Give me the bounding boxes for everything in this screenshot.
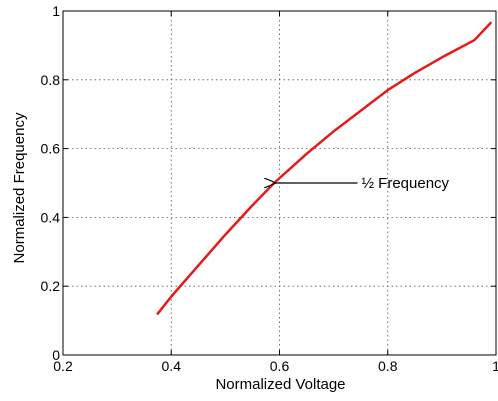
annotation-layer: ½ Frequency	[276, 175, 450, 192]
y-tick-label: 0.4	[41, 209, 61, 225]
x-tick-label: 0.8	[378, 358, 398, 374]
x-tick-label: 0.4	[162, 358, 182, 374]
series-layer	[156, 21, 492, 315]
series-line	[156, 21, 492, 315]
y-tick-label: 0.8	[41, 72, 61, 88]
y-tick-label: 1	[52, 3, 60, 19]
x-tick-label: 0.6	[270, 358, 290, 374]
y-axis-title: Normalized Frequency	[11, 112, 28, 263]
y-tick-label: 0.6	[41, 141, 61, 157]
tick-layer: 0.2 0.4 0.6 0.8 100.20.40.60.81	[41, 3, 498, 374]
y-tick-label: 0	[52, 347, 60, 363]
x-tick-label: 0.2	[53, 358, 73, 374]
annotation-label: ½ Frequency	[362, 175, 450, 192]
x-tick-label: 1	[492, 358, 498, 374]
x-axis-title: Normalized Voltage	[215, 376, 345, 393]
y-tick-label: 0.2	[41, 278, 61, 294]
